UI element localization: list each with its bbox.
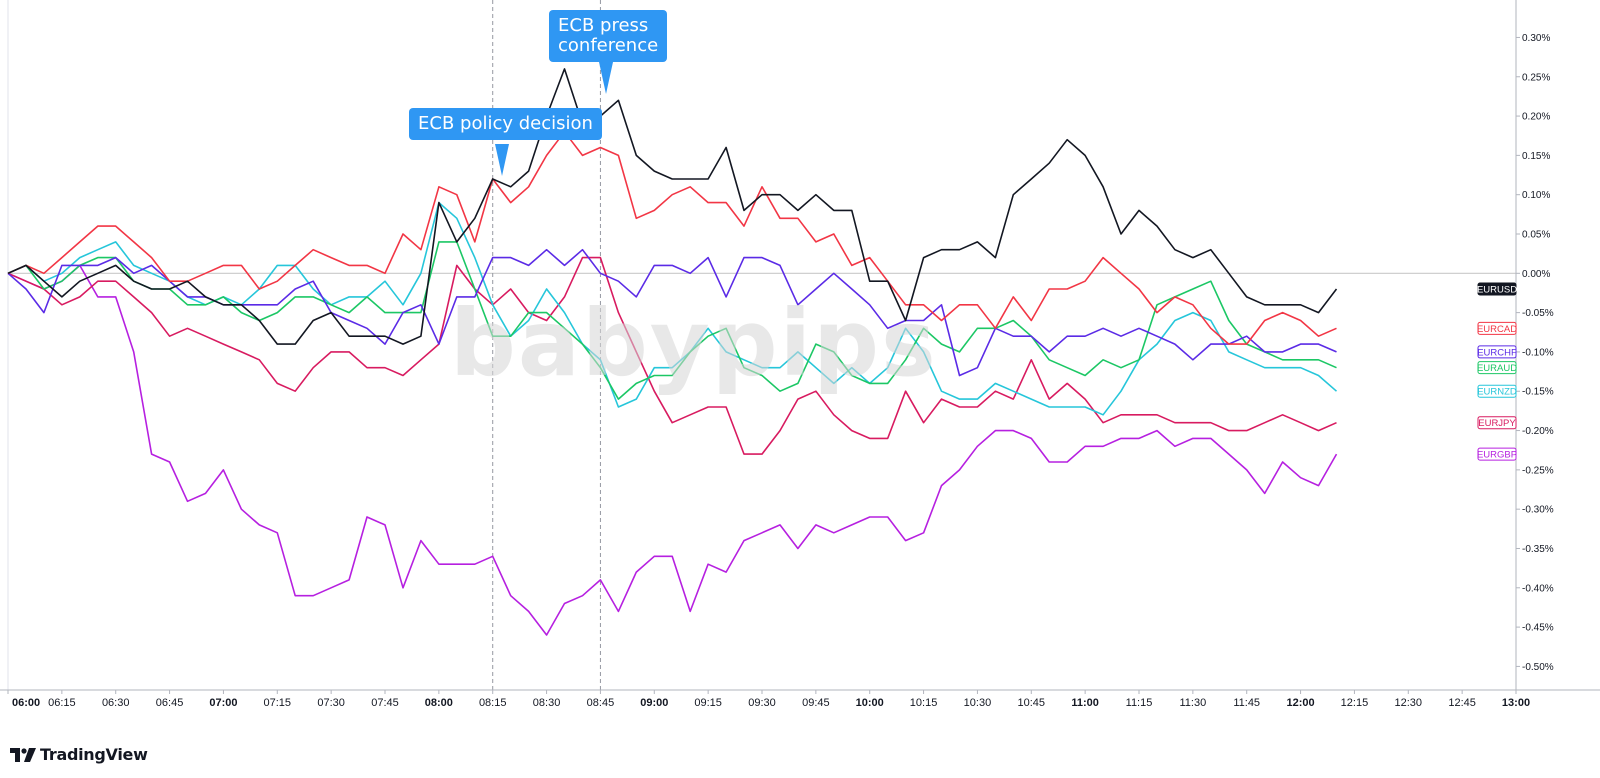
ecb-press-callout-line2: conference — [558, 35, 659, 56]
x-tick-label: 07:45 — [371, 697, 399, 709]
y-tick-label: 0.30% — [1522, 33, 1550, 44]
series-lines — [7, 68, 1338, 636]
y-tick-label: -0.10% — [1522, 347, 1554, 358]
y-tick-label: 0.10% — [1522, 190, 1550, 201]
x-tick-label: 12:30 — [1395, 697, 1423, 709]
series-line-eurjpy — [7, 256, 1337, 455]
x-tick-label: 10:30 — [964, 697, 992, 709]
series-tag-eurgbp: EURGBP — [1477, 447, 1517, 461]
tradingview-logo-icon — [10, 747, 36, 762]
ecb-policy-callout-text: ECB policy decision — [418, 113, 593, 134]
series-tag-eurcad: EURCAD — [1477, 321, 1517, 335]
series-tag-eurjpy: EURJPY — [1477, 416, 1517, 430]
x-tick-label: 11:45 — [1233, 697, 1260, 709]
series-line-euraud — [7, 241, 1337, 400]
x-tick-label: 06:15 — [48, 697, 76, 709]
x-tick-label: 11:00 — [1071, 697, 1099, 709]
watermark-text: babypips — [450, 290, 938, 397]
x-tick-label: 08:00 — [425, 697, 453, 709]
x-tick-label: 12:15 — [1341, 697, 1369, 709]
series-tag-label: EURAUD — [1477, 363, 1517, 374]
x-tick-label: 06:45 — [156, 697, 184, 709]
x-tick-label: 08:45 — [587, 697, 615, 709]
series-tags: EURUSD EURCAD EURCHF EURAUD EURNZD EURJPY EURG… — [1477, 282, 1517, 461]
series-tag-label: EURGBP — [1477, 450, 1517, 461]
ecb-press-callout-tail — [599, 62, 613, 94]
x-tick-label: 10:45 — [1018, 697, 1046, 709]
x-tick-label: 12:00 — [1287, 697, 1315, 709]
x-tick-label: 09:30 — [748, 697, 776, 709]
y-tick-label: -0.05% — [1522, 308, 1554, 319]
series-tag-label: EURJPY — [1478, 418, 1516, 429]
tradingview-brand-name: TradingView — [40, 745, 148, 764]
y-tick-label: -0.45% — [1522, 623, 1554, 634]
x-tick-label: 07:00 — [209, 697, 237, 709]
series-line-eurnzd — [7, 201, 1338, 416]
y-tick-label: -0.15% — [1522, 387, 1554, 398]
ecb-policy-callout: ECB policy decision — [409, 108, 602, 140]
x-tick-label: 09:00 — [640, 697, 668, 709]
x-tick-label: 09:45 — [802, 697, 830, 709]
x-tick-label: 07:15 — [264, 697, 292, 709]
y-tick-label: 0.05% — [1522, 230, 1550, 241]
series-tag-eurusd: EURUSD — [1477, 282, 1517, 296]
series-tag-label: EURCAD — [1477, 324, 1517, 335]
x-tick-label: 07:30 — [317, 697, 345, 709]
x-tick-label: 10:00 — [856, 697, 884, 709]
ecb-policy-callout-tail — [495, 144, 509, 176]
series-line-eurusd — [7, 68, 1338, 345]
x-tick-label: 08:30 — [533, 697, 561, 709]
y-tick-label: -0.50% — [1522, 662, 1554, 673]
series-tag-label: EURUSD — [1477, 285, 1517, 296]
y-tick-label: -0.40% — [1522, 583, 1554, 594]
y-tick-label: 0.20% — [1522, 112, 1550, 123]
x-tick-label: 06:00 — [12, 697, 40, 709]
x-tick-label: 06:30 — [102, 697, 130, 709]
series-tag-eurnzd: EURNZD — [1477, 384, 1517, 398]
y-tick-label: -0.35% — [1522, 544, 1554, 555]
series-line-eurcad — [7, 131, 1337, 345]
y-tick-label: -0.20% — [1522, 426, 1554, 437]
ecb-press-callout-line1: ECB press — [558, 15, 649, 36]
x-tick-label: 08:15 — [479, 697, 507, 709]
series-tag-label: EURNZD — [1477, 387, 1517, 398]
x-tick-label: 09:15 — [694, 697, 722, 709]
tradingview-brand[interactable]: TradingView — [10, 745, 148, 764]
y-tick-label: -0.30% — [1522, 505, 1554, 516]
y-tick-label: 0.00% — [1522, 269, 1550, 280]
series-tag-eurchf: EURCHF — [1477, 345, 1517, 359]
x-tick-label: 12:45 — [1448, 697, 1476, 709]
x-tick-label: 10:15 — [910, 697, 938, 709]
x-tick-label: 11:15 — [1126, 697, 1153, 709]
y-tick-label: 0.15% — [1522, 151, 1550, 162]
ecb-press-callout: ECB press conference — [549, 10, 668, 62]
axes: 0.30% 0.25% 0.20% 0.15% 0.10% 0.05% 0.00% -0.05… — [0, 0, 1600, 709]
y-tick-label: 0.25% — [1522, 72, 1550, 83]
grid — [7, 0, 1516, 690]
series-tag-euraud: EURAUD — [1477, 361, 1517, 375]
series-tag-label: EURCHF — [1477, 347, 1517, 358]
series-line-eurgbp — [7, 264, 1338, 636]
y-tick-label: -0.25% — [1522, 465, 1554, 476]
x-tick-label: 11:30 — [1179, 697, 1206, 709]
x-tick-label: 13:00 — [1502, 697, 1530, 709]
